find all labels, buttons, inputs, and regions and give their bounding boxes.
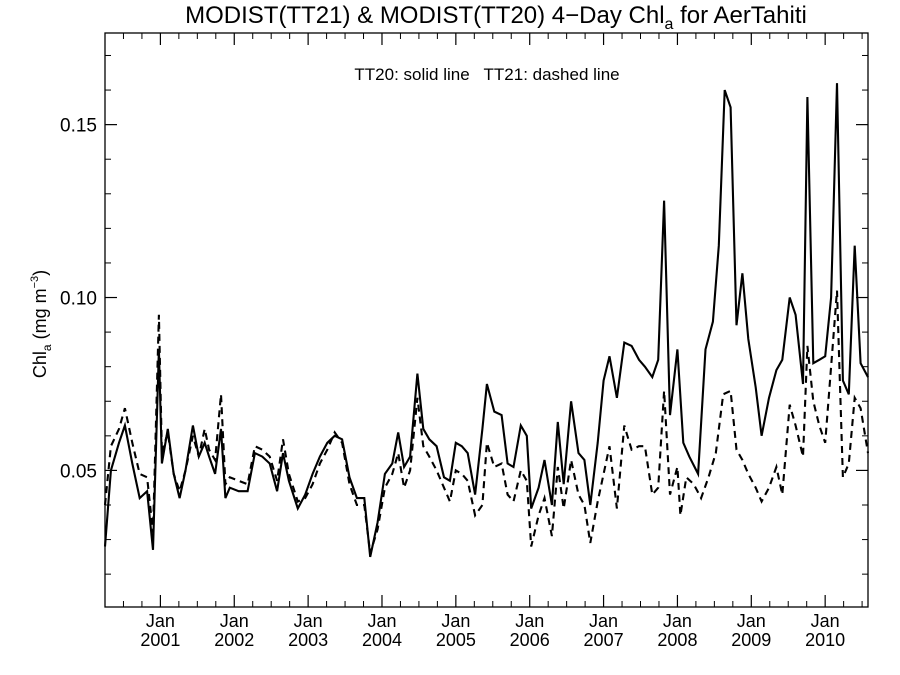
series-line-tt20-solid — [103, 83, 869, 558]
x-tick-month-label: Jan — [515, 611, 544, 631]
x-tick-month-label: Jan — [811, 611, 840, 631]
x-tick-year-label: 2005 — [436, 630, 476, 650]
axis-ticks: 0.050.100.15Jan2001Jan2002Jan2003Jan2004… — [60, 33, 868, 650]
chart-title-main: MODIST(TT21) & MODIST(TT20) 4−Day Chl — [185, 2, 664, 29]
x-tick-month-label: Jan — [441, 611, 470, 631]
y-axis-label-close: ) — [30, 270, 50, 276]
y-axis-label-unit: (mg m — [30, 288, 50, 344]
y-axis-label-main: Chl — [30, 351, 50, 378]
y-tick-label: 0.05 — [60, 461, 97, 482]
y-tick-label: 0.15 — [60, 116, 97, 137]
x-tick-year-label: 2006 — [510, 630, 550, 650]
data-series — [103, 83, 870, 558]
y-axis-label: Chla (mg m−3) — [29, 270, 54, 378]
series-line-tt21-dashed — [103, 290, 870, 554]
y-tick-label: 0.10 — [60, 289, 97, 310]
y-axis-label-exponent: −3 — [29, 276, 41, 289]
x-tick-year-label: 2009 — [731, 630, 771, 650]
chart-title-tail: for AerTahiti — [673, 2, 806, 29]
x-tick-month-label: Jan — [589, 611, 618, 631]
x-tick-year-label: 2008 — [657, 630, 697, 650]
x-tick-year-label: 2001 — [140, 630, 180, 650]
x-tick-month-label: Jan — [663, 611, 692, 631]
x-tick-year-label: 2007 — [584, 630, 624, 650]
plot-frame — [104, 32, 869, 608]
chart-title-subscript: a — [665, 16, 674, 33]
x-tick-year-label: 2004 — [362, 630, 402, 650]
y-axis-label-subscript: a — [40, 344, 54, 351]
x-tick-year-label: 2002 — [214, 630, 254, 650]
line-style-annotation: TT20: solid line TT21: dashed line — [354, 65, 619, 84]
x-tick-year-label: 2010 — [805, 630, 845, 650]
x-tick-month-label: Jan — [220, 611, 249, 631]
x-tick-month-label: Jan — [737, 611, 766, 631]
chart-title: MODIST(TT21) & MODIST(TT20) 4−Day Chla f… — [185, 2, 807, 33]
x-tick-month-label: Jan — [367, 611, 396, 631]
x-tick-month-label: Jan — [294, 611, 323, 631]
x-tick-month-label: Jan — [146, 611, 175, 631]
x-tick-year-label: 2003 — [288, 630, 328, 650]
